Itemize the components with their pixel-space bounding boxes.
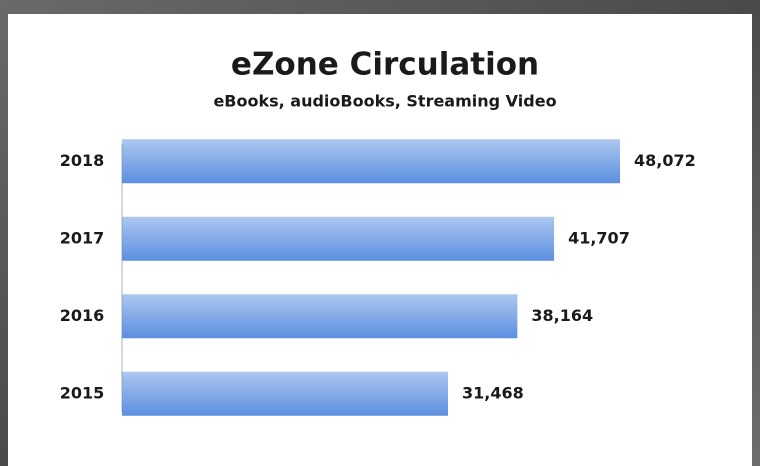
value-label: 31,468 [462, 383, 524, 402]
chart-title: eZone Circulation [231, 47, 539, 83]
y-tick-label: 2017 [60, 228, 105, 247]
y-tick-label: 2018 [60, 151, 105, 170]
y-tick-label: 2016 [60, 306, 105, 325]
page: {"chart_data": {"type": "bar", "orientat… [0, 0, 760, 466]
value-label: 38,164 [531, 306, 593, 325]
y-tick-label: 2015 [60, 383, 105, 402]
chart-subtitle: eBooks, audioBooks, Streaming Video [213, 92, 556, 111]
bar [122, 294, 517, 338]
bar [122, 217, 554, 261]
value-label: 41,707 [568, 228, 630, 247]
chart: eZone Circulation eBooks, audioBooks, St… [0, 0, 760, 466]
bar [122, 372, 448, 416]
value-label: 48,072 [634, 151, 696, 170]
bar [122, 139, 620, 183]
